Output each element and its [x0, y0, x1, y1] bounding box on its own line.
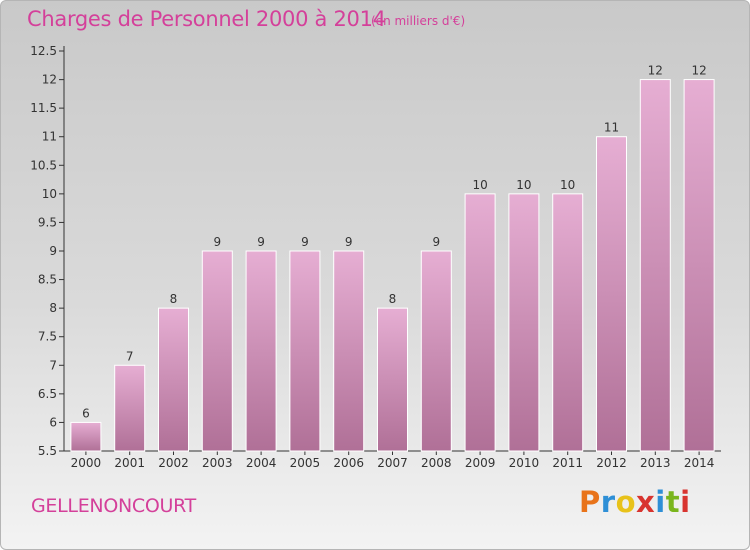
bar: [464, 193, 496, 452]
logo-letter: o: [615, 485, 637, 519]
bar: [289, 250, 321, 452]
y-tick-label: 12.5: [30, 44, 57, 58]
y-tick-label: 9: [49, 244, 57, 258]
logo-letter: P: [579, 485, 601, 519]
x-tick-label: 2010: [509, 456, 540, 470]
y-tick-label: 7: [49, 358, 57, 372]
x-tick-label: 2012: [596, 456, 627, 470]
y-tick-label: 11: [42, 130, 57, 144]
y-tick-label: 8.5: [38, 273, 57, 287]
y-axis: 5.5 6 6.5 7 7.5 8 8.5 9 9.5 10 10.5 11 11.5 12 12.5: [30, 44, 65, 458]
y-tick-label: 10: [42, 187, 57, 201]
x-tick-label: 2003: [202, 456, 233, 470]
bar-value-label: 12: [691, 64, 706, 78]
bar-value-label: 10: [516, 178, 531, 192]
y-tick-label: 6: [49, 415, 57, 429]
x-tick-label: 2006: [333, 456, 364, 470]
y-tick-label: 11.5: [30, 101, 57, 115]
proxiti-logo: Proxiti: [579, 485, 691, 519]
x-tick-label: 2011: [552, 456, 583, 470]
bar: [114, 364, 146, 452]
bar: [377, 307, 408, 452]
bar-value-label: 9: [345, 235, 353, 249]
bar-value-label: 10: [560, 178, 575, 192]
x-tick-label: 2001: [114, 456, 145, 470]
y-tick-label: 10.5: [30, 158, 57, 172]
x-tick-label: 2002: [158, 456, 189, 470]
bar: [201, 250, 233, 452]
chart-title: Charges de Personnel 2000 à 2014: [27, 7, 386, 31]
bar: [508, 193, 540, 452]
bar-value-label: 6: [82, 406, 90, 420]
y-tick-label: 9.5: [38, 215, 57, 229]
bar: [639, 79, 671, 452]
bar-value-label: 8: [389, 292, 397, 306]
y-tick-label: 7.5: [38, 330, 57, 344]
bar: [596, 136, 627, 452]
x-tick-label: 2000: [71, 456, 102, 470]
bar: [158, 307, 189, 452]
bar-value-label: 8: [170, 292, 178, 306]
x-tick-label: 2013: [640, 456, 671, 470]
x-tick-label: 2004: [246, 456, 277, 470]
commune-name: GELLENONCOURT: [31, 495, 196, 517]
logo-letter: i: [680, 485, 691, 519]
y-tick-label: 8: [49, 301, 57, 315]
chart-subtitle: (en milliers d'€): [371, 14, 466, 28]
x-axis: 2000 2001 2002 2003 2004 2005 2006 2007 2008 2009…: [64, 450, 721, 470]
y-tick-label: 5.5: [38, 444, 57, 458]
logo-letter: i: [655, 485, 666, 519]
bar-value-label: 9: [301, 235, 309, 249]
y-tick-label: 12: [42, 73, 57, 87]
bar-value-label: 9: [257, 235, 265, 249]
x-tick-label: 2009: [465, 456, 496, 470]
bar: [420, 250, 452, 452]
logo-letter: x: [636, 485, 656, 519]
bar-value-label: 7: [126, 349, 134, 363]
bar-value-label: 9: [432, 235, 440, 249]
bar: [333, 250, 365, 452]
bar-value-label: 12: [648, 64, 663, 78]
bar-value-label: 10: [472, 178, 487, 192]
bar-value-label: 9: [213, 235, 221, 249]
x-tick-label: 2008: [421, 456, 452, 470]
logo-letter: t: [665, 485, 681, 519]
bar: [683, 79, 715, 452]
bar: [245, 250, 277, 452]
y-tick-label: 6.5: [38, 387, 57, 401]
x-tick-label: 2007: [377, 456, 408, 470]
x-tick-label: 2014: [684, 456, 715, 470]
bars: 6 7 8 9 9 9 9 8 9 10 10 10 11 12 12: [70, 64, 715, 452]
x-tick-label: 2005: [290, 456, 321, 470]
bar: [70, 421, 102, 452]
bar-value-label: 11: [604, 121, 619, 135]
logo-letter: r: [600, 485, 616, 519]
bar: [552, 193, 584, 452]
